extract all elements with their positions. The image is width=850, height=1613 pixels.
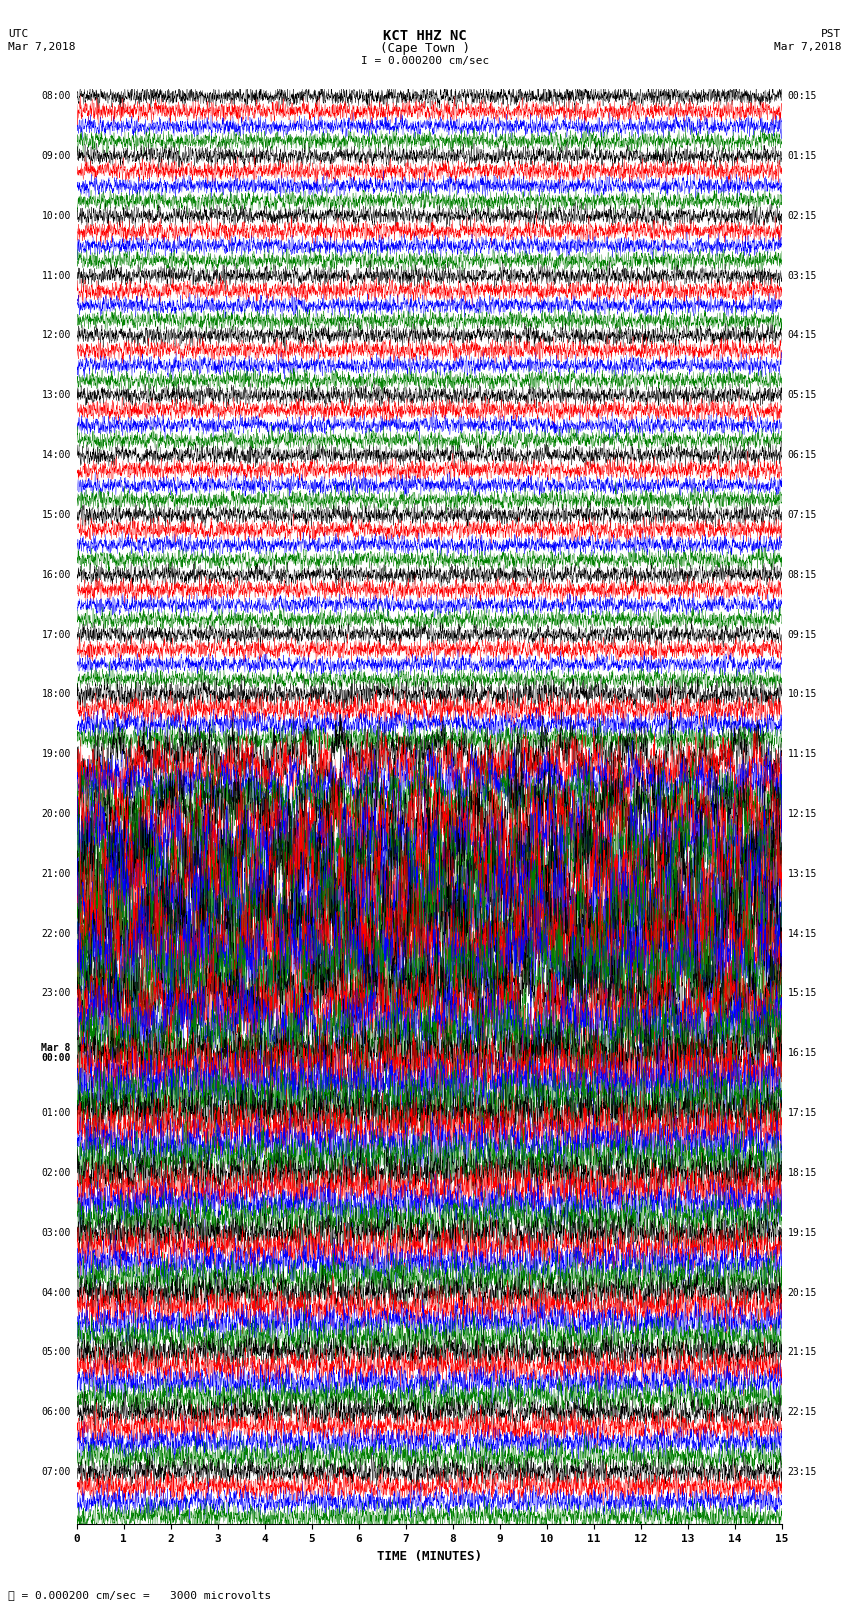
Text: 18:15: 18:15 xyxy=(788,1168,817,1177)
Text: 18:00: 18:00 xyxy=(42,689,71,700)
Text: 06:00: 06:00 xyxy=(42,1407,71,1418)
Text: 06:15: 06:15 xyxy=(788,450,817,460)
Text: KCT HHZ NC: KCT HHZ NC xyxy=(383,29,467,44)
Text: 21:00: 21:00 xyxy=(42,869,71,879)
Text: 03:15: 03:15 xyxy=(788,271,817,281)
Text: 23:15: 23:15 xyxy=(788,1466,817,1478)
Text: 05:15: 05:15 xyxy=(788,390,817,400)
Text: 16:15: 16:15 xyxy=(788,1048,817,1058)
Text: 04:15: 04:15 xyxy=(788,331,817,340)
Text: I = 0.000200 cm/sec: I = 0.000200 cm/sec xyxy=(361,56,489,66)
Text: 03:00: 03:00 xyxy=(42,1227,71,1237)
Text: 15:15: 15:15 xyxy=(788,989,817,998)
Text: 08:00: 08:00 xyxy=(42,92,71,102)
Text: 05:00: 05:00 xyxy=(42,1347,71,1357)
Text: 21:15: 21:15 xyxy=(788,1347,817,1357)
Text: ⎸ = 0.000200 cm/sec =   3000 microvolts: ⎸ = 0.000200 cm/sec = 3000 microvolts xyxy=(8,1590,272,1600)
Text: Mar 7,2018: Mar 7,2018 xyxy=(774,42,842,52)
Text: 01:00: 01:00 xyxy=(42,1108,71,1118)
Text: 12:00: 12:00 xyxy=(42,331,71,340)
Text: 09:00: 09:00 xyxy=(42,152,71,161)
Text: 04:00: 04:00 xyxy=(42,1287,71,1297)
Text: (Cape Town ): (Cape Town ) xyxy=(380,42,470,55)
Text: 12:15: 12:15 xyxy=(788,810,817,819)
Text: 11:00: 11:00 xyxy=(42,271,71,281)
Text: 13:15: 13:15 xyxy=(788,869,817,879)
Text: 23:00: 23:00 xyxy=(42,989,71,998)
Text: 22:15: 22:15 xyxy=(788,1407,817,1418)
Text: 20:00: 20:00 xyxy=(42,810,71,819)
Text: 17:00: 17:00 xyxy=(42,629,71,639)
Text: Mar 7,2018: Mar 7,2018 xyxy=(8,42,76,52)
Text: 01:15: 01:15 xyxy=(788,152,817,161)
Text: 13:00: 13:00 xyxy=(42,390,71,400)
Text: PST: PST xyxy=(821,29,842,39)
Text: 14:00: 14:00 xyxy=(42,450,71,460)
Text: 11:15: 11:15 xyxy=(788,748,817,760)
Text: 22:00: 22:00 xyxy=(42,929,71,939)
Text: 19:00: 19:00 xyxy=(42,748,71,760)
X-axis label: TIME (MINUTES): TIME (MINUTES) xyxy=(377,1550,482,1563)
Text: 00:15: 00:15 xyxy=(788,92,817,102)
Text: 14:15: 14:15 xyxy=(788,929,817,939)
Text: 20:15: 20:15 xyxy=(788,1287,817,1297)
Text: Mar 8
00:00: Mar 8 00:00 xyxy=(42,1044,71,1063)
Text: 08:15: 08:15 xyxy=(788,569,817,579)
Text: 09:15: 09:15 xyxy=(788,629,817,639)
Text: 02:15: 02:15 xyxy=(788,211,817,221)
Text: 17:15: 17:15 xyxy=(788,1108,817,1118)
Text: 07:00: 07:00 xyxy=(42,1466,71,1478)
Text: 15:00: 15:00 xyxy=(42,510,71,519)
Text: 19:15: 19:15 xyxy=(788,1227,817,1237)
Text: 02:00: 02:00 xyxy=(42,1168,71,1177)
Text: 07:15: 07:15 xyxy=(788,510,817,519)
Text: 10:00: 10:00 xyxy=(42,211,71,221)
Text: 10:15: 10:15 xyxy=(788,689,817,700)
Text: 16:00: 16:00 xyxy=(42,569,71,579)
Text: UTC: UTC xyxy=(8,29,29,39)
